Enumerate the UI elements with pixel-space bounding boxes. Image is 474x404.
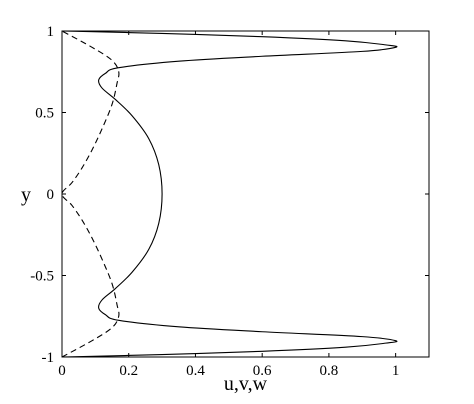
x-tick-label: 1 [392,363,400,379]
axis-ticks: 0 0.2 0.4 0.6 0.8 1 -1 -0.5 0 0.5 1 [30,24,429,379]
x-tick-label: 0.6 [253,363,272,379]
solid-series-line [61,30,398,358]
plot-frame [61,30,430,358]
y-tick-label: -1 [42,350,55,366]
y-tick-label: -0.5 [30,269,54,285]
x-tick-label: 0.2 [119,363,138,379]
series-layer [61,30,398,358]
x-axis-label: u,v,w [224,373,268,395]
y-axis-label: y [21,184,31,206]
dashed-series-line [61,30,120,358]
y-tick-label: 0 [47,187,55,203]
y-tick-label: 1 [47,24,55,40]
y-tick-label: 0.5 [35,106,54,122]
x-tick-label: 0.4 [186,363,205,379]
x-tick-label: 0.8 [320,363,339,379]
x-tick-label: 0 [58,363,66,379]
